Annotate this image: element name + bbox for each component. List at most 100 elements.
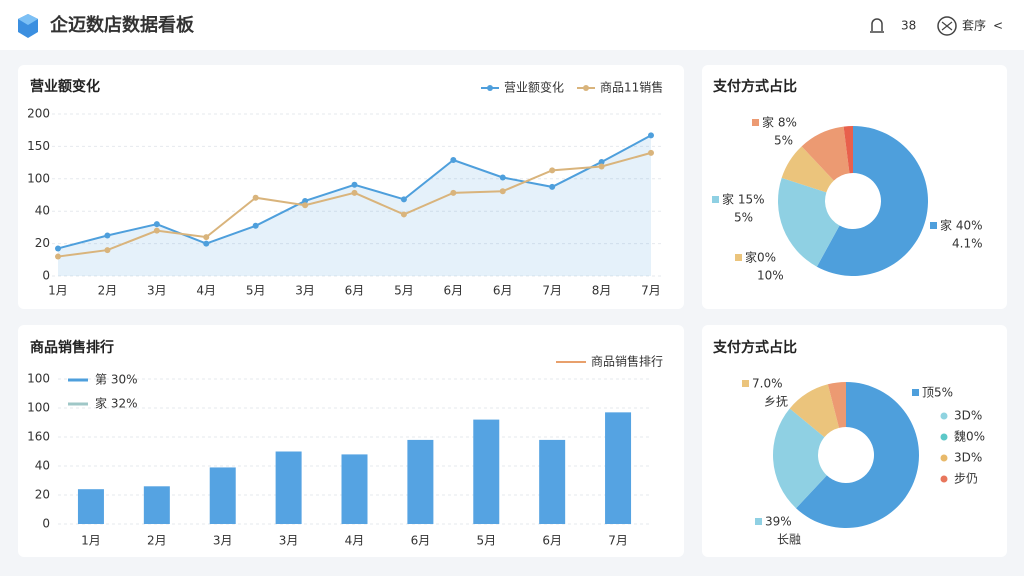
point bbox=[648, 132, 654, 139]
slice-label: 39% bbox=[765, 515, 792, 529]
point bbox=[598, 163, 605, 170]
slice-sublabel: 5% bbox=[734, 211, 753, 225]
panel bbox=[18, 325, 684, 557]
x-tick-label: 5月 bbox=[394, 284, 414, 298]
x-tick-label: 1月 bbox=[48, 284, 68, 298]
panel-title: 营业额变化 bbox=[30, 78, 100, 95]
bell-icon[interactable] bbox=[870, 18, 884, 33]
y-tick-label: 40 bbox=[35, 459, 50, 473]
slice-label: 家 8% bbox=[762, 115, 797, 130]
y-tick-label: 20 bbox=[35, 236, 50, 250]
point bbox=[252, 194, 259, 201]
point bbox=[302, 197, 309, 204]
panel-title: 支付方式占比 bbox=[712, 339, 797, 356]
user-name[interactable]: 套序 bbox=[962, 18, 986, 33]
y-tick-label: 20 bbox=[35, 488, 50, 502]
legend-label: 魏0% bbox=[954, 429, 985, 444]
point bbox=[203, 240, 210, 247]
point bbox=[499, 174, 506, 181]
legend-label: 家 32% bbox=[95, 396, 138, 411]
y-tick-label: 100 bbox=[27, 171, 50, 185]
x-tick-label: 2月 bbox=[98, 284, 118, 298]
point bbox=[153, 227, 160, 234]
x-tick-label: 7月 bbox=[542, 284, 562, 298]
back-button[interactable]: < bbox=[993, 19, 1003, 33]
slice-label: 7.0% bbox=[752, 377, 783, 391]
panel-title: 商品销售排行 bbox=[30, 339, 114, 356]
slice-sublabel: 10% bbox=[757, 269, 784, 283]
x-tick-label: 6月 bbox=[345, 284, 365, 298]
point bbox=[252, 222, 259, 229]
badge: 38 bbox=[901, 19, 916, 33]
x-tick-label: 4月 bbox=[196, 284, 216, 298]
legend-label: 3D% bbox=[954, 409, 982, 423]
bar bbox=[275, 451, 302, 524]
pie-slice bbox=[816, 126, 928, 276]
bar bbox=[209, 467, 236, 524]
legend-label: 第 30% bbox=[95, 373, 138, 387]
legend-label: 商品销售排行 bbox=[591, 354, 663, 369]
label-swatch bbox=[930, 222, 937, 229]
x-tick-label: 6月 bbox=[493, 284, 513, 298]
label-swatch bbox=[712, 196, 719, 203]
legend-marker bbox=[487, 85, 493, 91]
legend-label: 步仍 bbox=[954, 472, 978, 486]
area bbox=[58, 135, 651, 276]
x-tick-label: 6月 bbox=[411, 534, 431, 548]
bar bbox=[473, 419, 500, 524]
logo bbox=[18, 14, 38, 38]
panel bbox=[18, 65, 684, 309]
pie-slice bbox=[843, 126, 853, 174]
x-tick-label: 7月 bbox=[641, 284, 661, 298]
slice-label: 家0% bbox=[745, 250, 776, 265]
pie-slice bbox=[827, 382, 846, 428]
x-tick-label: 3月 bbox=[147, 284, 167, 298]
y-tick-label: 40 bbox=[35, 204, 50, 218]
y-tick-label: 160 bbox=[27, 430, 50, 444]
panel bbox=[702, 325, 1007, 557]
bar bbox=[143, 486, 170, 524]
legend-marker bbox=[940, 433, 948, 441]
point bbox=[302, 202, 309, 209]
legend-label: 营业额变化 bbox=[504, 80, 564, 95]
point bbox=[549, 183, 556, 190]
point bbox=[104, 232, 111, 239]
y-tick-label: 0 bbox=[42, 269, 50, 283]
point bbox=[400, 196, 407, 203]
slice-sublabel: 4.1% bbox=[952, 237, 983, 251]
point bbox=[499, 188, 506, 195]
point bbox=[104, 247, 111, 254]
point bbox=[400, 211, 407, 218]
bar bbox=[605, 412, 632, 524]
pie-slice bbox=[778, 177, 840, 267]
y-tick-label: 150 bbox=[27, 139, 50, 153]
slice-sublabel: 长融 bbox=[777, 533, 801, 547]
point bbox=[598, 158, 605, 165]
x-tick-label: 4月 bbox=[345, 534, 365, 548]
label-swatch bbox=[752, 119, 759, 126]
point bbox=[55, 253, 61, 260]
pie-slice bbox=[789, 384, 840, 438]
bar bbox=[539, 439, 566, 524]
y-tick-label: 200 bbox=[27, 107, 50, 121]
pie-slice bbox=[796, 382, 919, 528]
y-tick-label: 0 bbox=[42, 517, 50, 531]
panel bbox=[702, 65, 1007, 309]
panel-title: 支付方式占比 bbox=[712, 78, 797, 95]
y-tick-label: 100 bbox=[27, 401, 50, 415]
legend-marker bbox=[940, 475, 948, 483]
user-icon[interactable] bbox=[937, 16, 957, 36]
point bbox=[450, 157, 457, 164]
point bbox=[648, 149, 654, 156]
bar bbox=[407, 439, 434, 524]
x-tick-label: 2月 bbox=[147, 534, 167, 548]
point bbox=[55, 245, 61, 252]
x-tick-label: 7月 bbox=[608, 534, 628, 548]
header-bar bbox=[0, 0, 1024, 50]
x-tick-label: 3月 bbox=[213, 534, 233, 548]
pie-slice bbox=[801, 126, 850, 181]
point bbox=[450, 189, 457, 196]
slice-sublabel: 乡抚 bbox=[764, 395, 788, 409]
